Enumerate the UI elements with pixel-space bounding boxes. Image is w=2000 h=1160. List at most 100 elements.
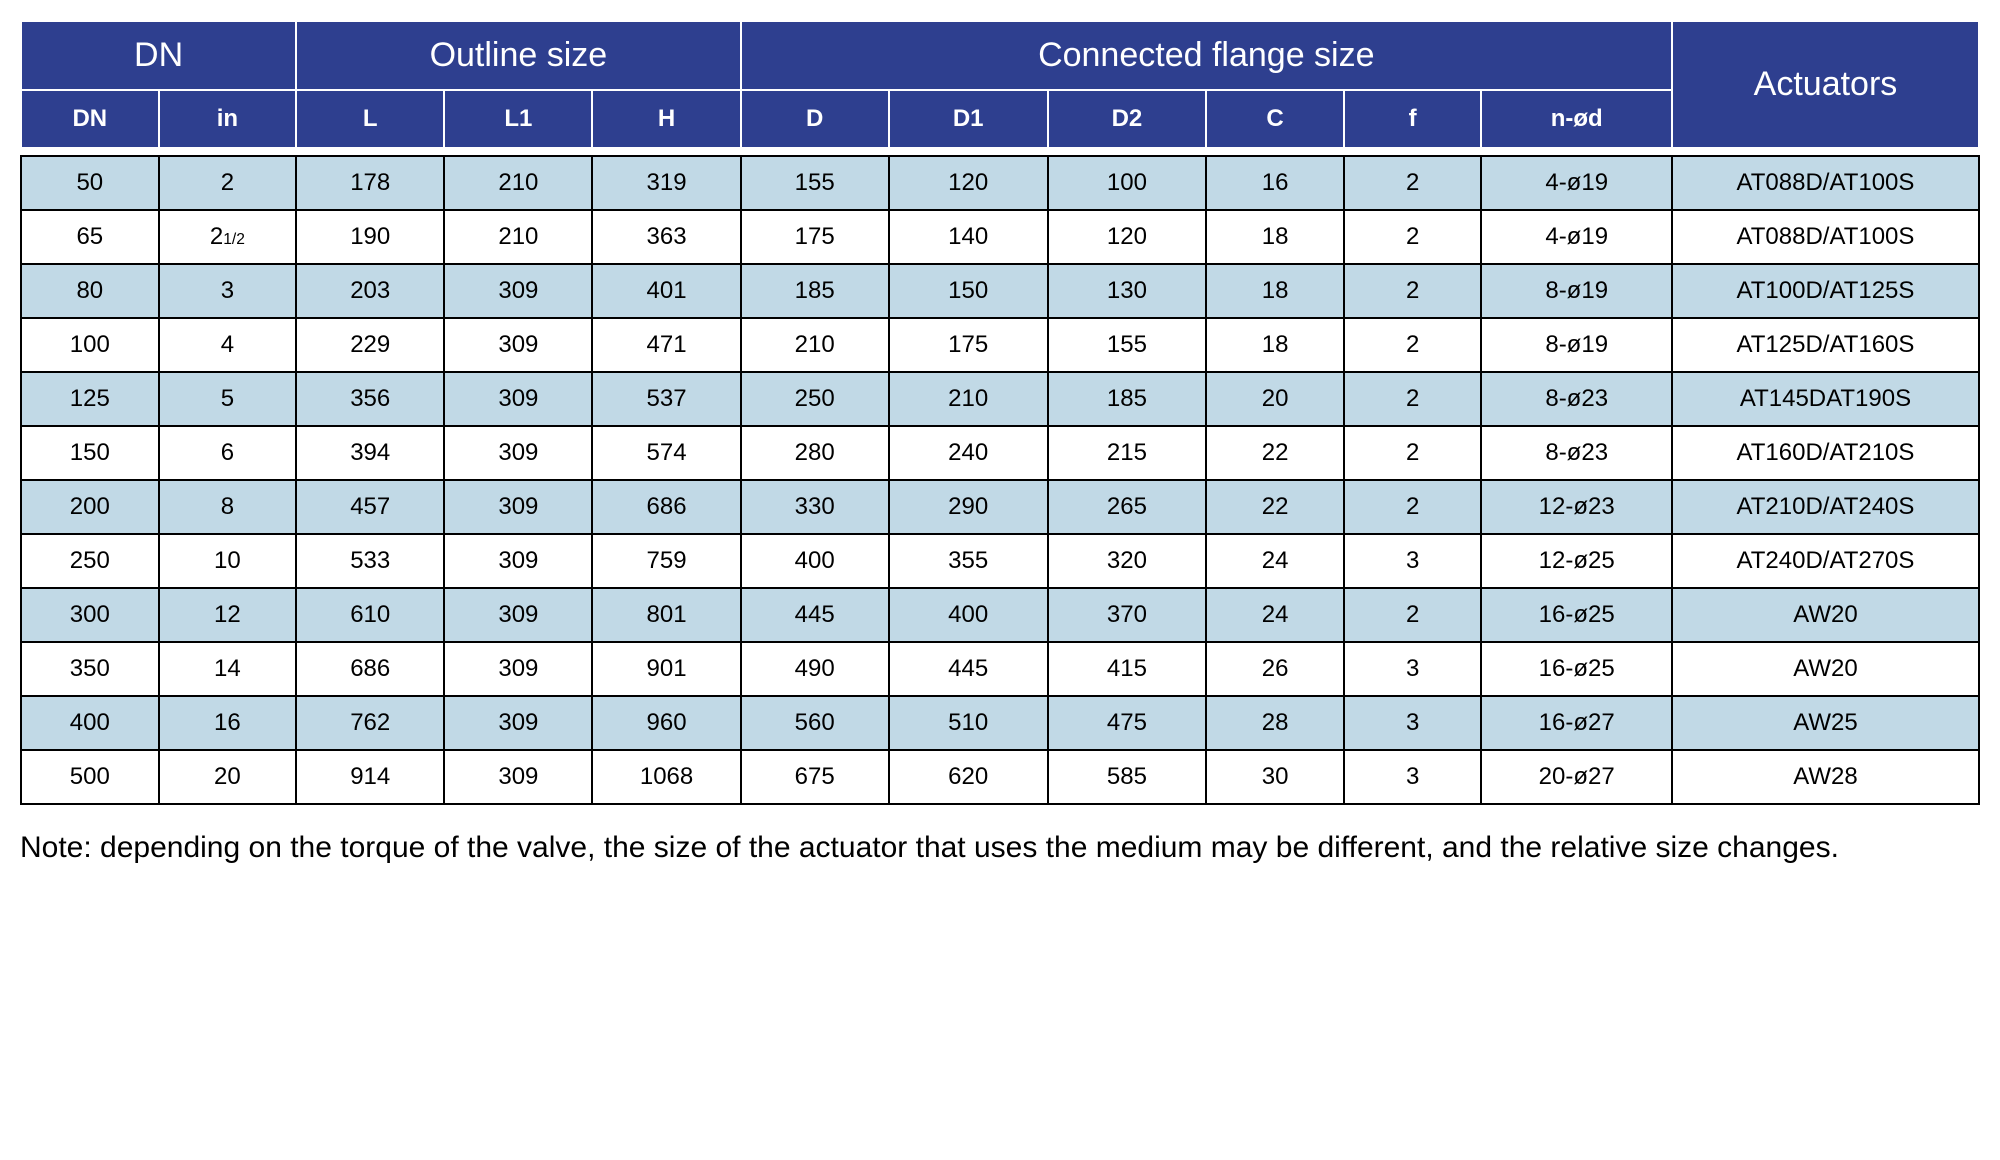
- cell-l: 533: [296, 534, 444, 588]
- cell-d1: 290: [889, 480, 1048, 534]
- cell-d1: 120: [889, 156, 1048, 210]
- cell-dn: 125: [21, 372, 159, 426]
- cell-d2: 370: [1048, 588, 1207, 642]
- cell-h: 401: [592, 264, 740, 318]
- cell-l1: 309: [444, 534, 592, 588]
- cell-d: 185: [741, 264, 889, 318]
- cell-nod: 8-ø19: [1481, 264, 1672, 318]
- cell-f: 2: [1344, 210, 1482, 264]
- cell-in: 20: [159, 750, 297, 804]
- cell-act: AT125D/AT160S: [1672, 318, 1979, 372]
- cell-d1: 175: [889, 318, 1048, 372]
- cell-in: 12: [159, 588, 297, 642]
- cell-c: 24: [1206, 588, 1344, 642]
- cell-c: 18: [1206, 318, 1344, 372]
- cell-l: 610: [296, 588, 444, 642]
- header-sub-d2: D2: [1048, 90, 1207, 148]
- cell-in: 10: [159, 534, 297, 588]
- header-sub-d1: D1: [889, 90, 1048, 148]
- cell-dn: 150: [21, 426, 159, 480]
- header-sub-c: C: [1206, 90, 1344, 148]
- table-row: 3001261030980144540037024216-ø25AW20: [21, 588, 1979, 642]
- cell-h: 686: [592, 480, 740, 534]
- cell-d1: 210: [889, 372, 1048, 426]
- cell-f: 2: [1344, 264, 1482, 318]
- cell-act: AT088D/AT100S: [1672, 156, 1979, 210]
- cell-nod: 12-ø25: [1481, 534, 1672, 588]
- cell-f: 3: [1344, 534, 1482, 588]
- cell-f: 3: [1344, 696, 1482, 750]
- cell-in: 8: [159, 480, 297, 534]
- spec-table: DN Outline size Connected flange size Ac…: [20, 20, 1980, 805]
- cell-l: 762: [296, 696, 444, 750]
- header-group-outline: Outline size: [296, 21, 740, 90]
- cell-d: 675: [741, 750, 889, 804]
- cell-in: 21/2: [159, 210, 297, 264]
- cell-act: AT210D/AT240S: [1672, 480, 1979, 534]
- cell-nod: 4-ø19: [1481, 156, 1672, 210]
- cell-h: 901: [592, 642, 740, 696]
- cell-h: 471: [592, 318, 740, 372]
- cell-d2: 215: [1048, 426, 1207, 480]
- spec-table-container: DN Outline size Connected flange size Ac…: [20, 20, 1980, 876]
- cell-d1: 510: [889, 696, 1048, 750]
- cell-d: 445: [741, 588, 889, 642]
- cell-h: 319: [592, 156, 740, 210]
- cell-d1: 150: [889, 264, 1048, 318]
- cell-nod: 20-ø27: [1481, 750, 1672, 804]
- cell-act: AW28: [1672, 750, 1979, 804]
- cell-nod: 8-ø23: [1481, 426, 1672, 480]
- header-sub-f: f: [1344, 90, 1482, 148]
- table-header: DN Outline size Connected flange size Ac…: [21, 21, 1979, 156]
- cell-l1: 210: [444, 210, 592, 264]
- header-sub-l1: L1: [444, 90, 592, 148]
- table-row: 6521/21902103631751401201824-ø19AT088D/A…: [21, 210, 1979, 264]
- cell-h: 759: [592, 534, 740, 588]
- table-row: 2501053330975940035532024312-ø25AT240D/A…: [21, 534, 1979, 588]
- table-row: 8032033094011851501301828-ø19AT100D/AT12…: [21, 264, 1979, 318]
- cell-d1: 445: [889, 642, 1048, 696]
- cell-act: AW20: [1672, 588, 1979, 642]
- cell-dn: 350: [21, 642, 159, 696]
- cell-l: 356: [296, 372, 444, 426]
- cell-l1: 309: [444, 426, 592, 480]
- cell-d2: 185: [1048, 372, 1207, 426]
- cell-act: AT160D/AT210S: [1672, 426, 1979, 480]
- cell-f: 3: [1344, 750, 1482, 804]
- cell-d1: 620: [889, 750, 1048, 804]
- cell-in: 16: [159, 696, 297, 750]
- header-sub-dn: DN: [21, 90, 159, 148]
- cell-h: 574: [592, 426, 740, 480]
- header-sub-d: D: [741, 90, 889, 148]
- cell-in: 14: [159, 642, 297, 696]
- header-group-flange: Connected flange size: [741, 21, 1672, 90]
- cell-h: 537: [592, 372, 740, 426]
- cell-nod: 8-ø19: [1481, 318, 1672, 372]
- cell-dn: 65: [21, 210, 159, 264]
- cell-f: 2: [1344, 588, 1482, 642]
- header-group-dn: DN: [21, 21, 296, 90]
- cell-c: 18: [1206, 264, 1344, 318]
- cell-d: 560: [741, 696, 889, 750]
- header-group-row: DN Outline size Connected flange size Ac…: [21, 21, 1979, 90]
- cell-d: 280: [741, 426, 889, 480]
- cell-l: 203: [296, 264, 444, 318]
- cell-c: 20: [1206, 372, 1344, 426]
- cell-d: 330: [741, 480, 889, 534]
- cell-h: 960: [592, 696, 740, 750]
- cell-d: 490: [741, 642, 889, 696]
- cell-d: 210: [741, 318, 889, 372]
- header-sub-in: in: [159, 90, 297, 148]
- cell-nod: 12-ø23: [1481, 480, 1672, 534]
- cell-c: 18: [1206, 210, 1344, 264]
- cell-f: 2: [1344, 318, 1482, 372]
- cell-f: 3: [1344, 642, 1482, 696]
- table-row: 10042293094712101751551828-ø19AT125D/AT1…: [21, 318, 1979, 372]
- header-actuators: Actuators: [1672, 21, 1979, 148]
- cell-h: 801: [592, 588, 740, 642]
- cell-l1: 309: [444, 480, 592, 534]
- cell-c: 22: [1206, 480, 1344, 534]
- cell-l1: 309: [444, 588, 592, 642]
- cell-in: 4: [159, 318, 297, 372]
- table-row: 15063943095742802402152228-ø23AT160D/AT2…: [21, 426, 1979, 480]
